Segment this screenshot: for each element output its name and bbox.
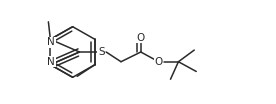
Text: O: O bbox=[155, 57, 163, 67]
Text: S: S bbox=[98, 47, 105, 57]
Text: N: N bbox=[47, 37, 55, 47]
Text: N: N bbox=[47, 57, 55, 67]
Text: O: O bbox=[137, 33, 145, 43]
